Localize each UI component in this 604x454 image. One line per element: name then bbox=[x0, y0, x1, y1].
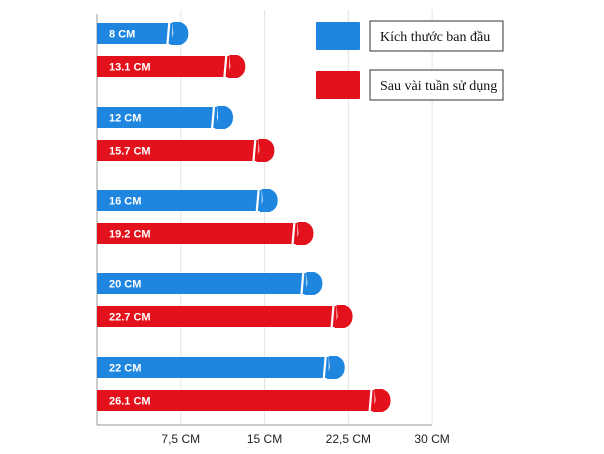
bar-blue-0-head bbox=[170, 22, 189, 45]
bar-red-4-head bbox=[372, 389, 391, 412]
bar-red-2-head-gap bbox=[291, 221, 296, 246]
bars: 8 CM 13.1 CM 12 CM 15.7 CM 16 CM 19.2 CM 20 CM… bbox=[97, 21, 391, 413]
bar-red-1-head-gap bbox=[252, 138, 257, 163]
legend-box-0 bbox=[369, 20, 504, 52]
bar-red-3-label: 22.7 CM bbox=[109, 312, 151, 324]
bar-blue-2-shaft bbox=[97, 190, 262, 211]
bar-red-4-shaft bbox=[97, 390, 375, 411]
bar-blue-1-head bbox=[215, 106, 234, 129]
bar-blue-0: 8 CM bbox=[97, 21, 189, 46]
bar-blue-2-head-gap bbox=[255, 188, 260, 213]
bar-red-1-label: 15.7 CM bbox=[109, 146, 151, 158]
bar-blue-2-label: 16 CM bbox=[109, 196, 141, 208]
bar-red-0-head bbox=[227, 55, 246, 78]
legend-label-1: Sau vài tuần sử dụng bbox=[380, 79, 497, 94]
bar-red-3-head bbox=[334, 305, 353, 328]
bar-red-2-head bbox=[295, 222, 314, 245]
bar-blue-0-shaft bbox=[97, 23, 173, 44]
bar-red-3-shaft bbox=[97, 306, 337, 327]
bar-blue-1: 12 CM bbox=[97, 105, 234, 130]
bar-blue-4-head bbox=[326, 356, 345, 379]
bar-red-4: 26.1 CM bbox=[97, 388, 391, 413]
bar-blue-4-head-gap bbox=[322, 355, 327, 380]
bar-red-0-shaft bbox=[97, 56, 230, 77]
bar-red-1-head bbox=[256, 139, 275, 162]
bar-red-3-head-gap bbox=[330, 304, 335, 329]
bar-red-1-shaft bbox=[97, 140, 259, 161]
bar-red-0-head-gap bbox=[223, 54, 228, 79]
bar-red-0-label: 13.1 CM bbox=[109, 62, 151, 74]
legend-swatch-1 bbox=[316, 71, 360, 99]
x-tick-label-0: 7,5 CM bbox=[161, 432, 200, 446]
bar-blue-1-label: 12 CM bbox=[109, 113, 141, 125]
bar-blue-4-shaft bbox=[97, 357, 329, 378]
bar-blue-4-label: 22 CM bbox=[109, 363, 141, 375]
legend-swatch-0 bbox=[316, 22, 360, 50]
legend-box-1 bbox=[369, 69, 504, 101]
bar-blue-1-shaft bbox=[97, 107, 218, 128]
bar-blue-3-head-gap bbox=[300, 271, 305, 296]
bar-blue-1-head-gap bbox=[210, 105, 216, 130]
bar-red-4-head-gap bbox=[368, 388, 373, 413]
legend-label-0: Kích thước ban đầu bbox=[380, 30, 490, 45]
bar-blue-0-head-gap bbox=[166, 21, 171, 46]
bar-red-4-label: 26.1 CM bbox=[109, 396, 151, 408]
bar-red-2: 19.2 CM bbox=[97, 221, 314, 246]
bar-blue-2-head bbox=[259, 189, 278, 212]
bar-red-2-shaft bbox=[97, 223, 298, 244]
bar-blue-2: 16 CM bbox=[97, 188, 278, 213]
bar-red-3: 22.7 CM bbox=[97, 304, 353, 329]
legend: Kích thước ban đầu Sau vài tuần sử dụng bbox=[316, 20, 504, 101]
bar-blue-3: 20 CM bbox=[97, 271, 323, 296]
x-tick-label-3: 30 CM bbox=[414, 432, 449, 446]
bar-red-2-label: 19.2 CM bbox=[109, 229, 151, 241]
bar-blue-4: 22 CM bbox=[97, 355, 345, 380]
bar-red-0: 13.1 CM bbox=[97, 54, 246, 79]
bar-blue-3-head bbox=[304, 272, 323, 295]
x-tick-label-1: 15 CM bbox=[247, 432, 282, 446]
x-tick-label-2: 22,5 CM bbox=[326, 432, 371, 446]
bar-blue-3-label: 20 CM bbox=[109, 279, 141, 291]
bar-red-1: 15.7 CM bbox=[97, 138, 275, 163]
x-tick-labels: 7,5 CM 15 CM 22,5 CM 30 CM bbox=[161, 432, 449, 446]
bar-blue-0-label: 8 CM bbox=[109, 29, 135, 41]
bar-blue-3-shaft bbox=[97, 273, 307, 294]
